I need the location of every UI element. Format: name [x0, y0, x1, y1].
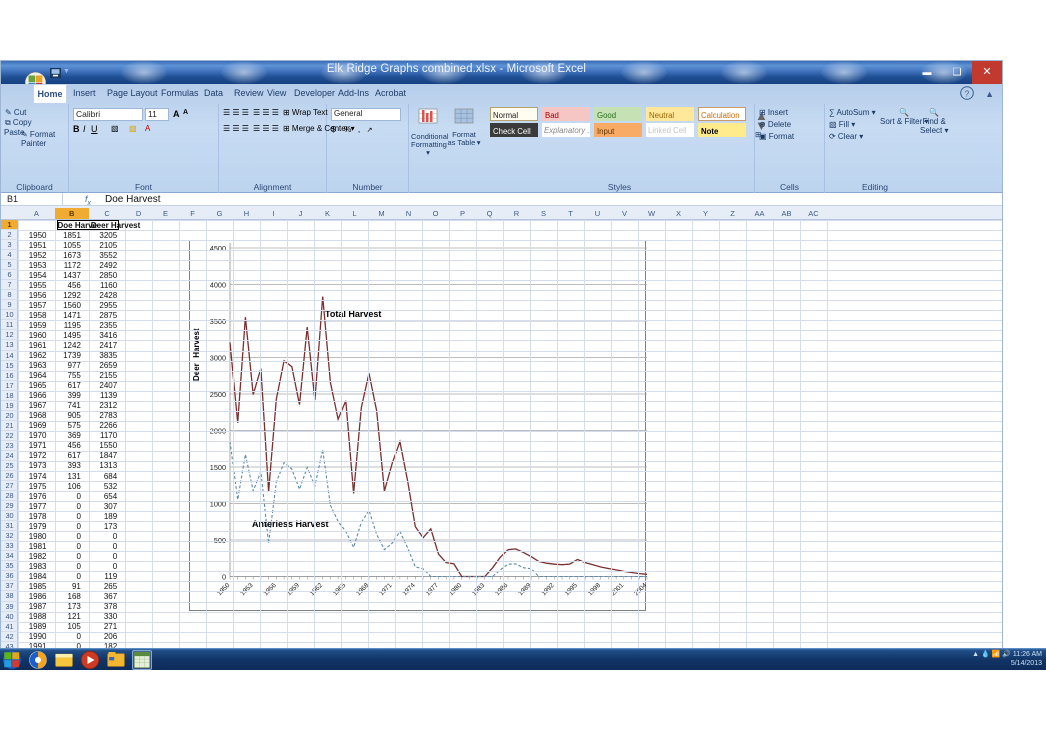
svg-text:1950: 1950 [216, 582, 232, 598]
svg-text:1965: 1965 [332, 582, 348, 598]
svg-text:1998: 1998 [587, 582, 603, 598]
svg-text:2004: 2004 [633, 582, 648, 598]
svg-text:1953: 1953 [239, 582, 255, 598]
svg-text:1983: 1983 [471, 582, 487, 598]
svg-text:1974: 1974 [401, 582, 417, 598]
svg-text:1992: 1992 [540, 582, 556, 598]
svg-text:0: 0 [222, 573, 226, 582]
svg-text:4500: 4500 [210, 244, 226, 253]
svg-text:3500: 3500 [210, 317, 226, 326]
svg-text:1977: 1977 [425, 582, 441, 598]
svg-text:1995: 1995 [564, 582, 580, 598]
svg-text:4000: 4000 [210, 281, 226, 290]
svg-text:1956: 1956 [262, 582, 278, 598]
svg-text:1980: 1980 [448, 582, 464, 598]
svg-text:2001: 2001 [610, 582, 626, 598]
svg-text:1971: 1971 [378, 582, 394, 598]
svg-text:1986: 1986 [494, 582, 510, 598]
svg-text:1962: 1962 [309, 582, 325, 598]
